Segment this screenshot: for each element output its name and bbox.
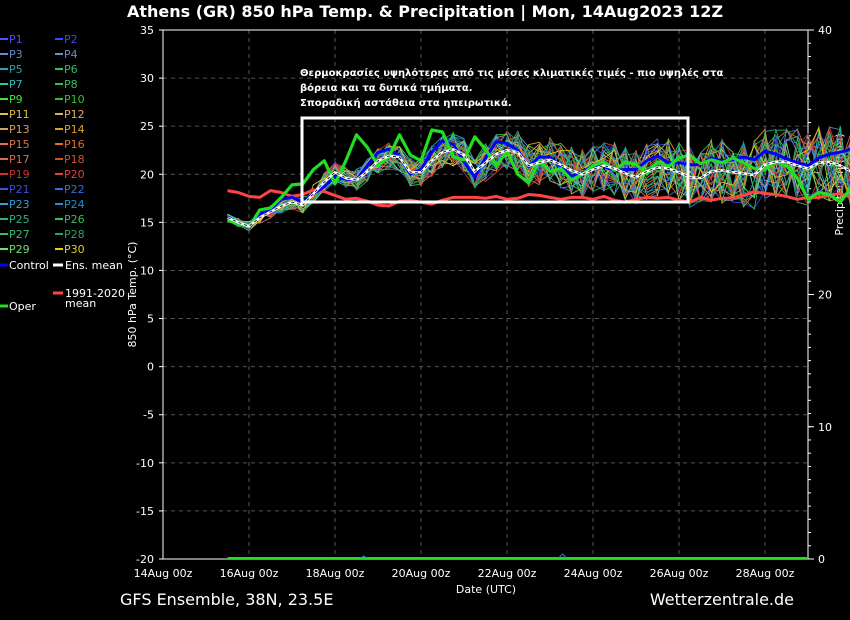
legend-label-p23: P23 bbox=[9, 198, 30, 211]
y-tick-label: 35 bbox=[140, 24, 154, 37]
legend-label-p30: P30 bbox=[64, 243, 85, 256]
legend-label-p7: P7 bbox=[9, 78, 23, 91]
legend-label-p28: P28 bbox=[64, 228, 85, 241]
y2-tick-label: 10 bbox=[818, 421, 832, 434]
legend-label-p15: P15 bbox=[9, 138, 30, 151]
legend-label-climatology-2: mean bbox=[65, 297, 96, 310]
chart-title: Athens (GR) 850 hPa Temp. & Precipitatio… bbox=[127, 2, 723, 22]
x-tick-label: 26Aug 00z bbox=[650, 567, 709, 580]
legend-label-climatology-1: 1991-2020 bbox=[65, 287, 125, 300]
legend-label-p10: P10 bbox=[64, 93, 85, 106]
y-tick-label: 5 bbox=[147, 313, 154, 326]
legend-label-p6: P6 bbox=[64, 63, 78, 76]
legend-label-p2: P2 bbox=[64, 33, 78, 46]
y-tick-label: 25 bbox=[140, 120, 154, 133]
y-tick-label: -5 bbox=[143, 409, 154, 422]
legend-label-p14: P14 bbox=[64, 123, 85, 136]
legend-label-p21: P21 bbox=[9, 183, 30, 196]
y-tick-label: 15 bbox=[140, 216, 154, 229]
x-tick-label: 14Aug 00z bbox=[134, 567, 193, 580]
footer-source: GFS Ensemble, 38N, 23.5E bbox=[120, 590, 333, 609]
legend-label-p13: P13 bbox=[9, 123, 30, 136]
legend-label-p27: P27 bbox=[9, 228, 30, 241]
x-tick-label: 20Aug 00z bbox=[392, 567, 451, 580]
ens-mean-dash bbox=[227, 148, 850, 227]
annotation-line: Σποραδική αστάθεια στα ηπειρωτικά. bbox=[300, 97, 512, 109]
y-tick-label: -10 bbox=[136, 457, 154, 470]
y-tick-label: 30 bbox=[140, 72, 154, 85]
y2-tick-label: 0 bbox=[818, 553, 825, 566]
legend-label-p9: P9 bbox=[9, 93, 23, 106]
y2-tick-label: 20 bbox=[818, 289, 832, 302]
x-tick-label: 18Aug 00z bbox=[306, 567, 365, 580]
y-tick-label: -15 bbox=[136, 505, 154, 518]
legend-label-p29: P29 bbox=[9, 243, 30, 256]
legend-label-p1: P1 bbox=[9, 33, 23, 46]
annotation-line: βόρεια και τα δυτικά τμήματα. bbox=[300, 82, 473, 94]
series-line-1991-2020-mean bbox=[227, 188, 850, 208]
legend-label-p20: P20 bbox=[64, 168, 85, 181]
legend-label-p16: P16 bbox=[64, 138, 85, 151]
x-tick-label: 28Aug 00z bbox=[736, 567, 795, 580]
legend-label-p4: P4 bbox=[64, 48, 78, 61]
legend-label-p24: P24 bbox=[64, 198, 85, 211]
legend-label-p25: P25 bbox=[9, 213, 30, 226]
x-tick-label: 22Aug 00z bbox=[478, 567, 537, 580]
legend-label-p22: P22 bbox=[64, 183, 85, 196]
legend-label-p12: P12 bbox=[64, 108, 85, 121]
legend-label-p11: P11 bbox=[9, 108, 30, 121]
y-axis-label: 850 hPa Temp. (°C) bbox=[126, 242, 139, 348]
highlight-box bbox=[300, 116, 690, 204]
legend-label-control: Control bbox=[9, 259, 49, 272]
legend-label-p18: P18 bbox=[64, 153, 85, 166]
legend-label-p8: P8 bbox=[64, 78, 78, 91]
legend-label-oper: Oper bbox=[9, 300, 36, 313]
legend-label-ens-mean: Ens. mean bbox=[65, 259, 123, 272]
footer-site: Wetterzentrale.de bbox=[650, 590, 794, 609]
series-line-control bbox=[226, 139, 850, 230]
legend-label-p3: P3 bbox=[9, 48, 23, 61]
x-tick-label: 24Aug 00z bbox=[564, 567, 623, 580]
series-line-oper bbox=[227, 128, 850, 229]
precip-member-blips bbox=[360, 553, 567, 559]
y-tick-label: 0 bbox=[147, 361, 154, 374]
y-tick-label: 10 bbox=[140, 264, 154, 277]
legend-label-p26: P26 bbox=[64, 213, 85, 226]
y2-tick-label: 40 bbox=[818, 24, 832, 37]
y-tick-label: 20 bbox=[140, 168, 154, 181]
legend-label-p19: P19 bbox=[9, 168, 30, 181]
legend-label-p5: P5 bbox=[9, 63, 23, 76]
x-axis-label: Date (UTC) bbox=[456, 583, 516, 596]
x-tick-label: 16Aug 00z bbox=[220, 567, 279, 580]
legend-label-p17: P17 bbox=[9, 153, 30, 166]
plot-frame bbox=[162, 29, 809, 560]
annotation-line: Θερμοκρασίες υψηλότερες από τις μέσες κλ… bbox=[300, 67, 723, 79]
y-tick-label: -20 bbox=[136, 553, 154, 566]
